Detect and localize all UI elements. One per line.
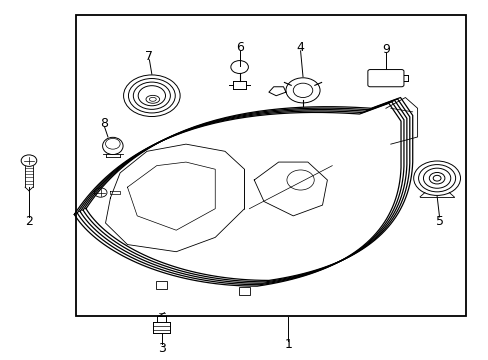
Text: 3: 3 bbox=[157, 342, 165, 355]
FancyBboxPatch shape bbox=[367, 69, 403, 87]
Text: 5: 5 bbox=[435, 215, 443, 228]
Text: 2: 2 bbox=[25, 215, 33, 228]
Bar bbox=[76, 15, 466, 316]
Text: 9: 9 bbox=[381, 42, 389, 55]
Bar bbox=[156, 282, 167, 289]
Text: 1: 1 bbox=[284, 338, 292, 351]
Text: 4: 4 bbox=[296, 41, 304, 54]
Text: 6: 6 bbox=[235, 41, 243, 54]
Bar bbox=[238, 287, 250, 295]
Text: 7: 7 bbox=[145, 50, 153, 63]
Text: 8: 8 bbox=[101, 117, 108, 130]
